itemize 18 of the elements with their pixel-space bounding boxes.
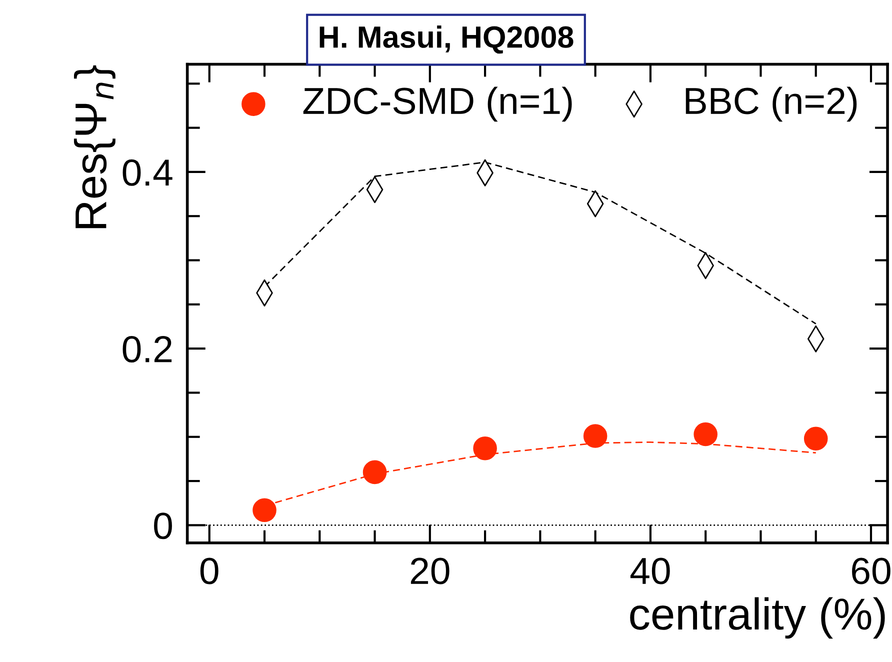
legend-label: ZDC-SMD (n=1)	[303, 86, 572, 122]
point	[362, 460, 387, 484]
point	[473, 436, 497, 460]
y-tick-label: 0.2	[122, 336, 172, 363]
x-tick-label: 20	[410, 558, 450, 584]
y-axis-title: Res{Ψ$_{n}$}	[74, 65, 116, 228]
x-axis-title: centrality (%)	[630, 597, 885, 639]
y-tick-label: 0.4	[122, 159, 172, 186]
point	[252, 498, 276, 522]
point	[694, 422, 718, 446]
legend-label: BBC (n=2)	[686, 86, 857, 122]
y-tick-label: 0	[154, 512, 172, 540]
chart-title: H. Masui, HQ2008	[320, 25, 574, 54]
x-tick-label: 0	[200, 558, 218, 584]
x-tick-label: 60	[852, 558, 890, 584]
x-tick-label: 40	[630, 558, 670, 584]
point	[804, 426, 828, 451]
point	[583, 424, 608, 448]
